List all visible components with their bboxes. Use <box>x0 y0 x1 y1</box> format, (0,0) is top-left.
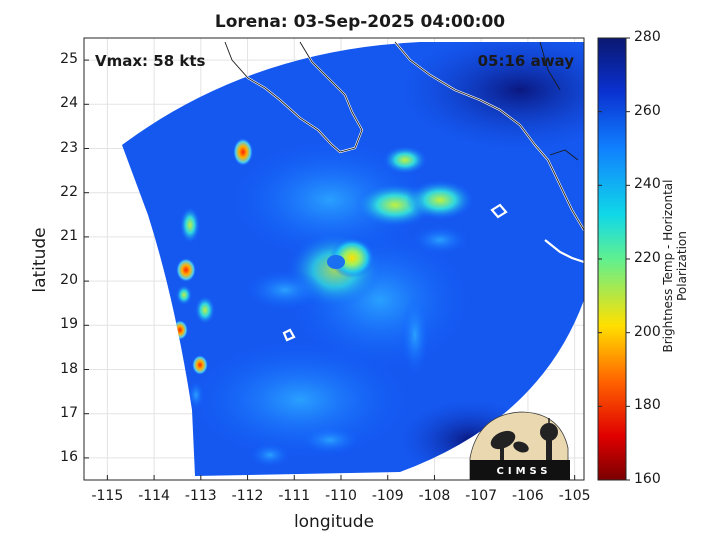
y-tick-label: 21 <box>60 227 78 244</box>
x-tick-label: -105 <box>558 488 591 504</box>
tick-marks <box>84 59 576 480</box>
colorbar-tick-label: 240 <box>634 176 661 193</box>
colorbar-tick-label: 160 <box>634 471 661 487</box>
x-tick-label: -115 <box>91 488 124 504</box>
colorbar-ticks <box>598 37 630 481</box>
colorbar-tick-label: 260 <box>634 102 661 119</box>
x-tick-label: -114 <box>138 488 170 504</box>
y-tick-label: 23 <box>60 139 78 156</box>
y-tick-label: 16 <box>60 448 78 465</box>
colorbar-tick-label: 280 <box>634 29 661 45</box>
y-tick-label: 20 <box>60 272 78 289</box>
y-tick-label: 25 <box>60 51 78 68</box>
colorbar-tick-label: 200 <box>634 323 661 340</box>
x-axis-label: longitude <box>293 512 375 532</box>
y-tick-label: 22 <box>60 183 78 200</box>
y-tick-label: 17 <box>60 404 78 421</box>
x-tick-label: -112 <box>231 488 264 504</box>
colorbar-tick-label: 180 <box>634 397 661 414</box>
colorbar-tick-label: 220 <box>634 250 661 266</box>
chart-title: Lorena: 03-Sep-2025 04:00:00 <box>214 12 506 32</box>
x-tick-label: -111 <box>278 488 311 504</box>
vmax-label: Vmax: 58 kts <box>95 52 206 70</box>
x-tick-label: -109 <box>371 488 404 504</box>
y-axis-label: latitude <box>30 227 50 293</box>
y-tick-label: 24 <box>60 95 78 112</box>
x-tick-label: -106 <box>512 488 544 504</box>
x-tick-label: -107 <box>465 488 498 504</box>
y-tick-label: 19 <box>60 316 78 333</box>
x-tick-label: -113 <box>184 488 217 504</box>
y-tick-label: 18 <box>60 360 78 377</box>
time-away-label: 05:16 away <box>477 52 574 70</box>
x-tick-label: -110 <box>325 488 357 504</box>
colorbar-label: Brightness Temp - Horizontal Polarizatio… <box>661 179 689 353</box>
colorbar <box>597 37 627 481</box>
axes-frame <box>83 37 585 481</box>
coastline-outline <box>224 41 584 231</box>
cimss-logo <box>469 411 570 481</box>
x-tick-label: -108 <box>418 488 451 504</box>
logo-text: CIMSS <box>496 466 552 477</box>
